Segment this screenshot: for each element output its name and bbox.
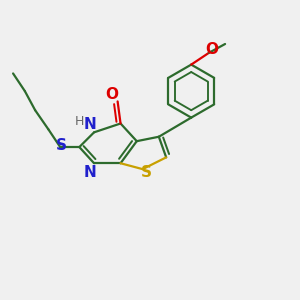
- Text: S: S: [141, 165, 152, 180]
- Text: O: O: [205, 42, 218, 57]
- Text: H: H: [75, 115, 84, 128]
- Text: N: N: [83, 117, 96, 132]
- Text: S: S: [56, 138, 67, 153]
- Text: N: N: [83, 165, 96, 180]
- Text: O: O: [105, 87, 118, 102]
